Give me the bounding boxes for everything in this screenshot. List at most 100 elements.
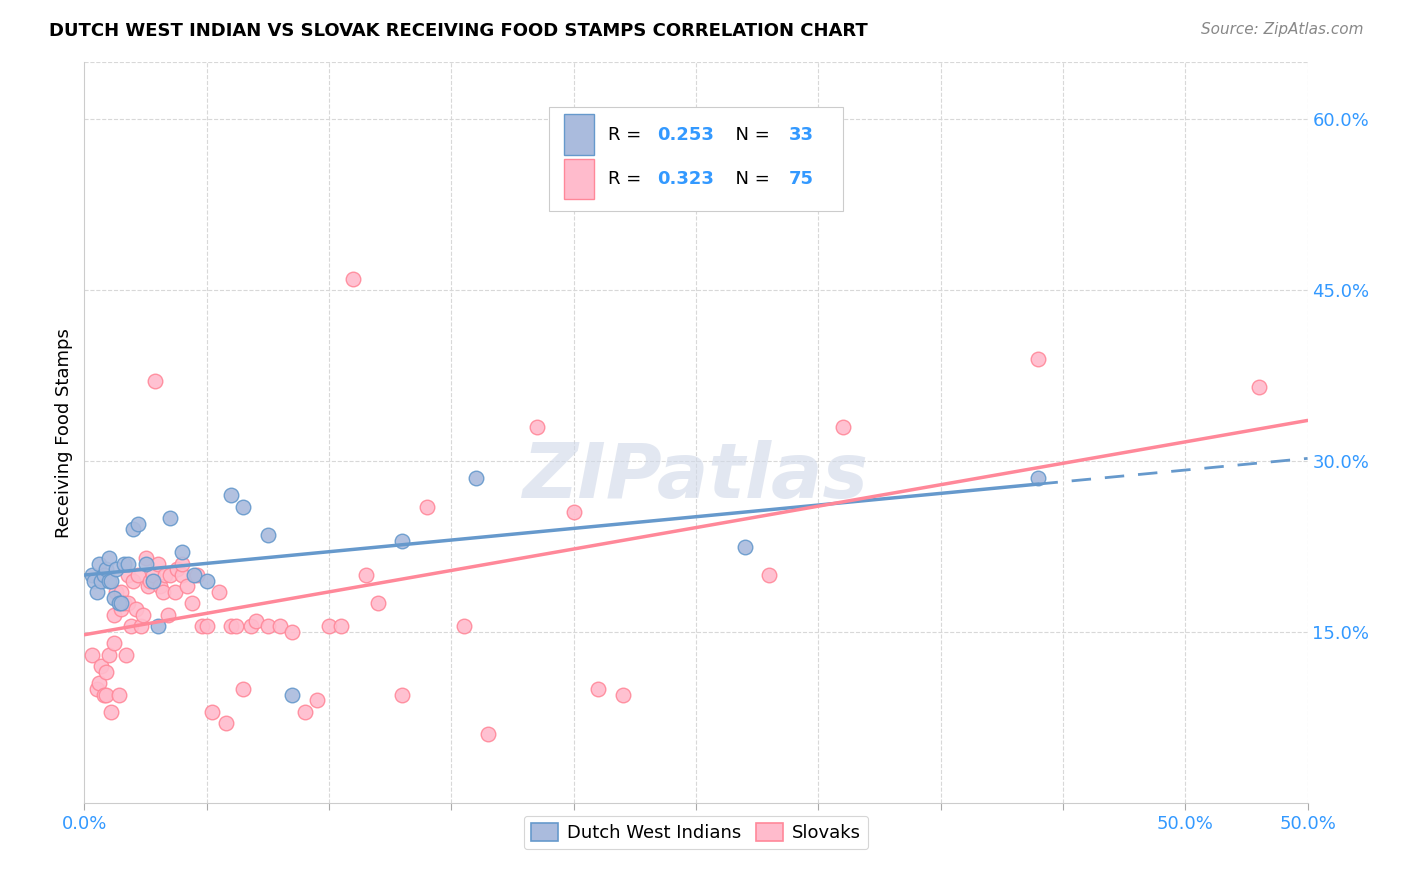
- Point: [562, 505, 585, 519]
- Point: [176, 579, 198, 593]
- Point: [87, 676, 110, 690]
- Point: [127, 516, 149, 531]
- Point: [97, 648, 120, 662]
- Point: [122, 574, 145, 588]
- Point: [143, 375, 166, 389]
- Point: [232, 500, 254, 514]
- Point: [105, 562, 128, 576]
- Point: [117, 597, 139, 611]
- Point: [159, 511, 181, 525]
- Point: [172, 557, 194, 571]
- Point: [135, 550, 157, 565]
- Point: [612, 688, 634, 702]
- Point: [239, 619, 262, 633]
- Point: [367, 597, 389, 611]
- Point: [1247, 380, 1270, 394]
- Point: [110, 597, 132, 611]
- Text: N =: N =: [724, 126, 776, 144]
- Point: [354, 568, 377, 582]
- Point: [100, 705, 122, 719]
- FancyBboxPatch shape: [564, 114, 595, 155]
- Point: [87, 557, 110, 571]
- Point: [149, 579, 172, 593]
- Text: R =: R =: [607, 170, 647, 188]
- Point: [163, 585, 186, 599]
- Point: [83, 574, 105, 588]
- Point: [526, 420, 548, 434]
- Point: [142, 574, 165, 588]
- Point: [181, 597, 204, 611]
- Point: [159, 568, 181, 582]
- Point: [391, 533, 413, 548]
- Point: [281, 688, 304, 702]
- Point: [110, 585, 132, 599]
- Point: [153, 568, 176, 582]
- Point: [232, 681, 254, 696]
- Point: [86, 681, 108, 696]
- Point: [139, 574, 162, 588]
- Point: [112, 597, 135, 611]
- Point: [191, 619, 214, 633]
- Point: [208, 585, 231, 599]
- Point: [831, 420, 853, 434]
- Point: [269, 619, 291, 633]
- Point: [93, 688, 115, 702]
- Point: [477, 727, 499, 741]
- Point: [80, 648, 103, 662]
- Point: [391, 688, 413, 702]
- Text: ZIPatlas: ZIPatlas: [523, 440, 869, 514]
- Text: N =: N =: [724, 170, 776, 188]
- Point: [1028, 351, 1050, 366]
- Text: Source: ZipAtlas.com: Source: ZipAtlas.com: [1201, 22, 1364, 37]
- Text: 0.323: 0.323: [657, 170, 714, 188]
- Point: [172, 545, 194, 559]
- Point: [117, 568, 139, 582]
- Point: [257, 619, 280, 633]
- Point: [103, 607, 125, 622]
- Point: [172, 568, 194, 582]
- Point: [245, 614, 267, 628]
- Point: [125, 602, 148, 616]
- Point: [107, 597, 129, 611]
- Legend: Dutch West Indians, Slovaks: Dutch West Indians, Slovaks: [524, 815, 868, 849]
- Point: [225, 619, 247, 633]
- Point: [127, 568, 149, 582]
- Text: 0.253: 0.253: [657, 126, 714, 144]
- Point: [112, 557, 135, 571]
- Point: [103, 636, 125, 650]
- Text: DUTCH WEST INDIAN VS SLOVAK RECEIVING FOOD STAMPS CORRELATION CHART: DUTCH WEST INDIAN VS SLOVAK RECEIVING FO…: [49, 22, 868, 40]
- Point: [186, 568, 208, 582]
- Point: [318, 619, 340, 633]
- Point: [97, 550, 120, 565]
- Point: [90, 659, 112, 673]
- Point: [103, 591, 125, 605]
- Point: [281, 624, 304, 639]
- Point: [107, 688, 129, 702]
- Point: [294, 705, 316, 719]
- Point: [86, 585, 108, 599]
- Point: [586, 681, 609, 696]
- Point: [117, 557, 139, 571]
- Point: [195, 574, 218, 588]
- Point: [200, 705, 222, 719]
- Point: [90, 574, 112, 588]
- Point: [120, 619, 142, 633]
- Point: [93, 568, 115, 582]
- Point: [105, 585, 128, 599]
- FancyBboxPatch shape: [550, 107, 842, 211]
- Y-axis label: Receiving Food Stamps: Receiving Food Stamps: [55, 327, 73, 538]
- Point: [219, 619, 242, 633]
- Point: [122, 523, 145, 537]
- Point: [97, 574, 120, 588]
- Point: [219, 488, 242, 502]
- Point: [115, 648, 138, 662]
- Point: [342, 272, 364, 286]
- Text: 33: 33: [789, 126, 814, 144]
- Point: [1028, 471, 1050, 485]
- Point: [330, 619, 353, 633]
- Point: [80, 568, 103, 582]
- Point: [132, 607, 155, 622]
- Point: [758, 568, 780, 582]
- Point: [129, 619, 152, 633]
- FancyBboxPatch shape: [564, 159, 595, 200]
